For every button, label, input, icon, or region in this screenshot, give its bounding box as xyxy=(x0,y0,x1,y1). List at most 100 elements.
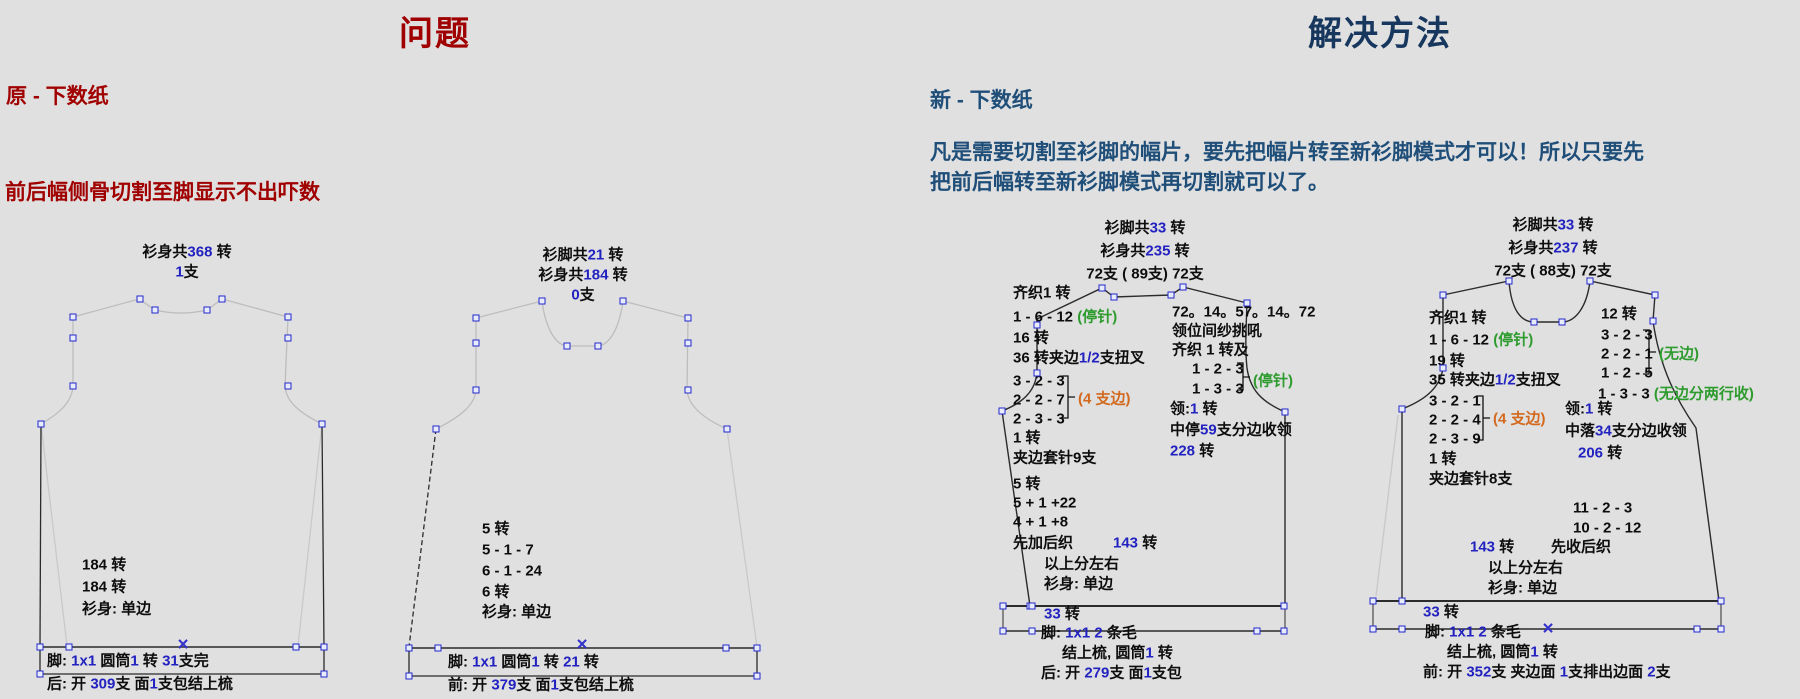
diagram-label: 4 + 1 +8 xyxy=(1013,515,1068,530)
selection-handle[interactable] xyxy=(1558,318,1566,326)
label-segment: 支 夹边面 xyxy=(1491,663,1560,681)
selection-handle[interactable] xyxy=(284,313,292,321)
selection-handle[interactable] xyxy=(1243,299,1251,307)
selection-handle[interactable] xyxy=(999,602,1007,610)
selection-handle[interactable] xyxy=(1033,321,1041,329)
selection-handle[interactable] xyxy=(1110,293,1118,301)
selection-handle[interactable] xyxy=(284,382,292,390)
selection-handle[interactable] xyxy=(1369,625,1377,633)
selection-handle[interactable] xyxy=(203,306,211,314)
selection-handle[interactable] xyxy=(1033,369,1041,377)
selection-handle[interactable] xyxy=(136,295,144,303)
label-segment: 2 - 2 - 4 xyxy=(1429,411,1481,429)
selection-handle[interactable] xyxy=(1651,291,1659,299)
selection-handle[interactable] xyxy=(1398,405,1406,413)
selection-handle[interactable] xyxy=(405,644,413,652)
selection-handle[interactable] xyxy=(69,334,77,342)
selection-handle[interactable] xyxy=(563,342,571,350)
selection-handle[interactable] xyxy=(36,670,44,678)
selection-handle[interactable] xyxy=(753,644,761,652)
selection-handle[interactable] xyxy=(594,342,602,350)
selection-handle[interactable] xyxy=(538,297,546,305)
selection-handle[interactable] xyxy=(1717,625,1725,633)
selection-handle[interactable] xyxy=(1693,625,1701,633)
selection-handle[interactable] xyxy=(1439,291,1447,299)
diagram-label: 脚: 1x1 圆筒1 转 31支完 xyxy=(47,654,209,669)
selection-handle[interactable] xyxy=(1530,318,1538,326)
diagram-label: 脚: 1x1 圆筒1 转 21 转 xyxy=(448,655,599,670)
selection-handle[interactable] xyxy=(218,295,226,303)
label-segment: 领位间纱挑吼 xyxy=(1172,322,1263,340)
selection-handle[interactable] xyxy=(472,386,480,394)
label-segment: 0 xyxy=(571,286,580,304)
diagram-label: 前: 开 352支 夹边面 1支排出边面 2支 xyxy=(1423,665,1671,680)
label-segment: 206 xyxy=(1578,444,1604,462)
selection-handle[interactable] xyxy=(1369,597,1377,605)
selection-handle[interactable] xyxy=(684,339,692,347)
selection-handle[interactable] xyxy=(1398,625,1406,633)
diagram-label: 齐织1 转 xyxy=(1013,286,1071,301)
selection-handle[interactable] xyxy=(318,420,326,428)
selection-handle[interactable] xyxy=(472,339,480,347)
selection-handle[interactable] xyxy=(1253,627,1261,635)
selection-handle[interactable] xyxy=(1167,291,1175,299)
diagram-label: 72支 ( 88支) 72支 xyxy=(1494,264,1612,279)
selection-handle[interactable] xyxy=(998,407,1006,415)
label-segment: 379 xyxy=(491,676,517,694)
label-segment: 1 xyxy=(531,653,540,671)
selection-handle[interactable] xyxy=(320,670,328,678)
selection-handle[interactable] xyxy=(1098,284,1106,292)
label-segment: 中落 xyxy=(1565,422,1596,440)
selection-handle[interactable] xyxy=(284,334,292,342)
selection-handle[interactable] xyxy=(1586,277,1594,285)
diagram-label: 1 - 6 - 12 (停针) xyxy=(1013,310,1117,325)
label-segment: 3 - 2 - 3 xyxy=(1601,326,1653,344)
diagram-label: (停针) xyxy=(1253,374,1293,389)
selection-handle[interactable] xyxy=(472,314,480,322)
selection-handle[interactable] xyxy=(432,425,440,433)
selection-handle[interactable] xyxy=(1717,597,1725,605)
label-segment: 1 xyxy=(1190,400,1199,418)
selection-handle[interactable] xyxy=(69,382,77,390)
selection-handle[interactable] xyxy=(999,627,1007,635)
selection-handle[interactable] xyxy=(65,643,73,651)
selection-handle[interactable] xyxy=(1179,283,1187,291)
selection-handle[interactable] xyxy=(434,644,442,652)
selection-handle[interactable] xyxy=(69,313,77,321)
diagram-label: 5 + 1 +22 xyxy=(1013,496,1076,511)
diagram-label: 夹边套针9支 xyxy=(1013,451,1096,466)
selection-handle[interactable] xyxy=(1439,364,1447,372)
selection-handle[interactable] xyxy=(1398,597,1406,605)
label-segment: 1 xyxy=(1143,664,1152,682)
label-segment: 转 xyxy=(1578,239,1598,257)
selection-handle[interactable] xyxy=(1649,317,1657,325)
selection-handle[interactable] xyxy=(405,672,413,680)
selection-handle[interactable] xyxy=(1028,602,1036,610)
selection-handle[interactable] xyxy=(36,643,44,651)
label-segment: 支 xyxy=(183,263,199,281)
selection-handle[interactable] xyxy=(151,306,159,314)
label-segment: 衫身共 xyxy=(538,266,584,284)
selection-handle[interactable] xyxy=(684,386,692,394)
selection-handle[interactable] xyxy=(1028,627,1036,635)
label-segment: 2 xyxy=(1094,624,1103,642)
diagram-label: 脚: 1x1 2 条毛 xyxy=(1425,625,1521,640)
selection-handle[interactable] xyxy=(1281,408,1289,416)
selection-handle[interactable] xyxy=(37,420,45,428)
diagram-label: 19 转 xyxy=(1429,354,1465,369)
label-segment: 184 xyxy=(583,266,609,284)
label-segment: (停针) xyxy=(1077,308,1118,326)
selection-handle[interactable] xyxy=(320,643,328,651)
selection-handle[interactable] xyxy=(722,644,730,652)
selection-handle[interactable] xyxy=(684,314,692,322)
selection-handle[interactable] xyxy=(1280,602,1288,610)
selection-handle[interactable] xyxy=(1280,627,1288,635)
selection-handle[interactable] xyxy=(1505,277,1513,285)
selection-handle[interactable] xyxy=(753,672,761,680)
label-segment: 转 xyxy=(138,652,163,670)
selection-handle[interactable] xyxy=(723,425,731,433)
diagram-label: 3 - 2 - 1 xyxy=(1429,394,1481,409)
selection-handle[interactable] xyxy=(292,643,300,651)
label-segment: 237 xyxy=(1553,239,1579,257)
selection-handle[interactable] xyxy=(619,297,627,305)
